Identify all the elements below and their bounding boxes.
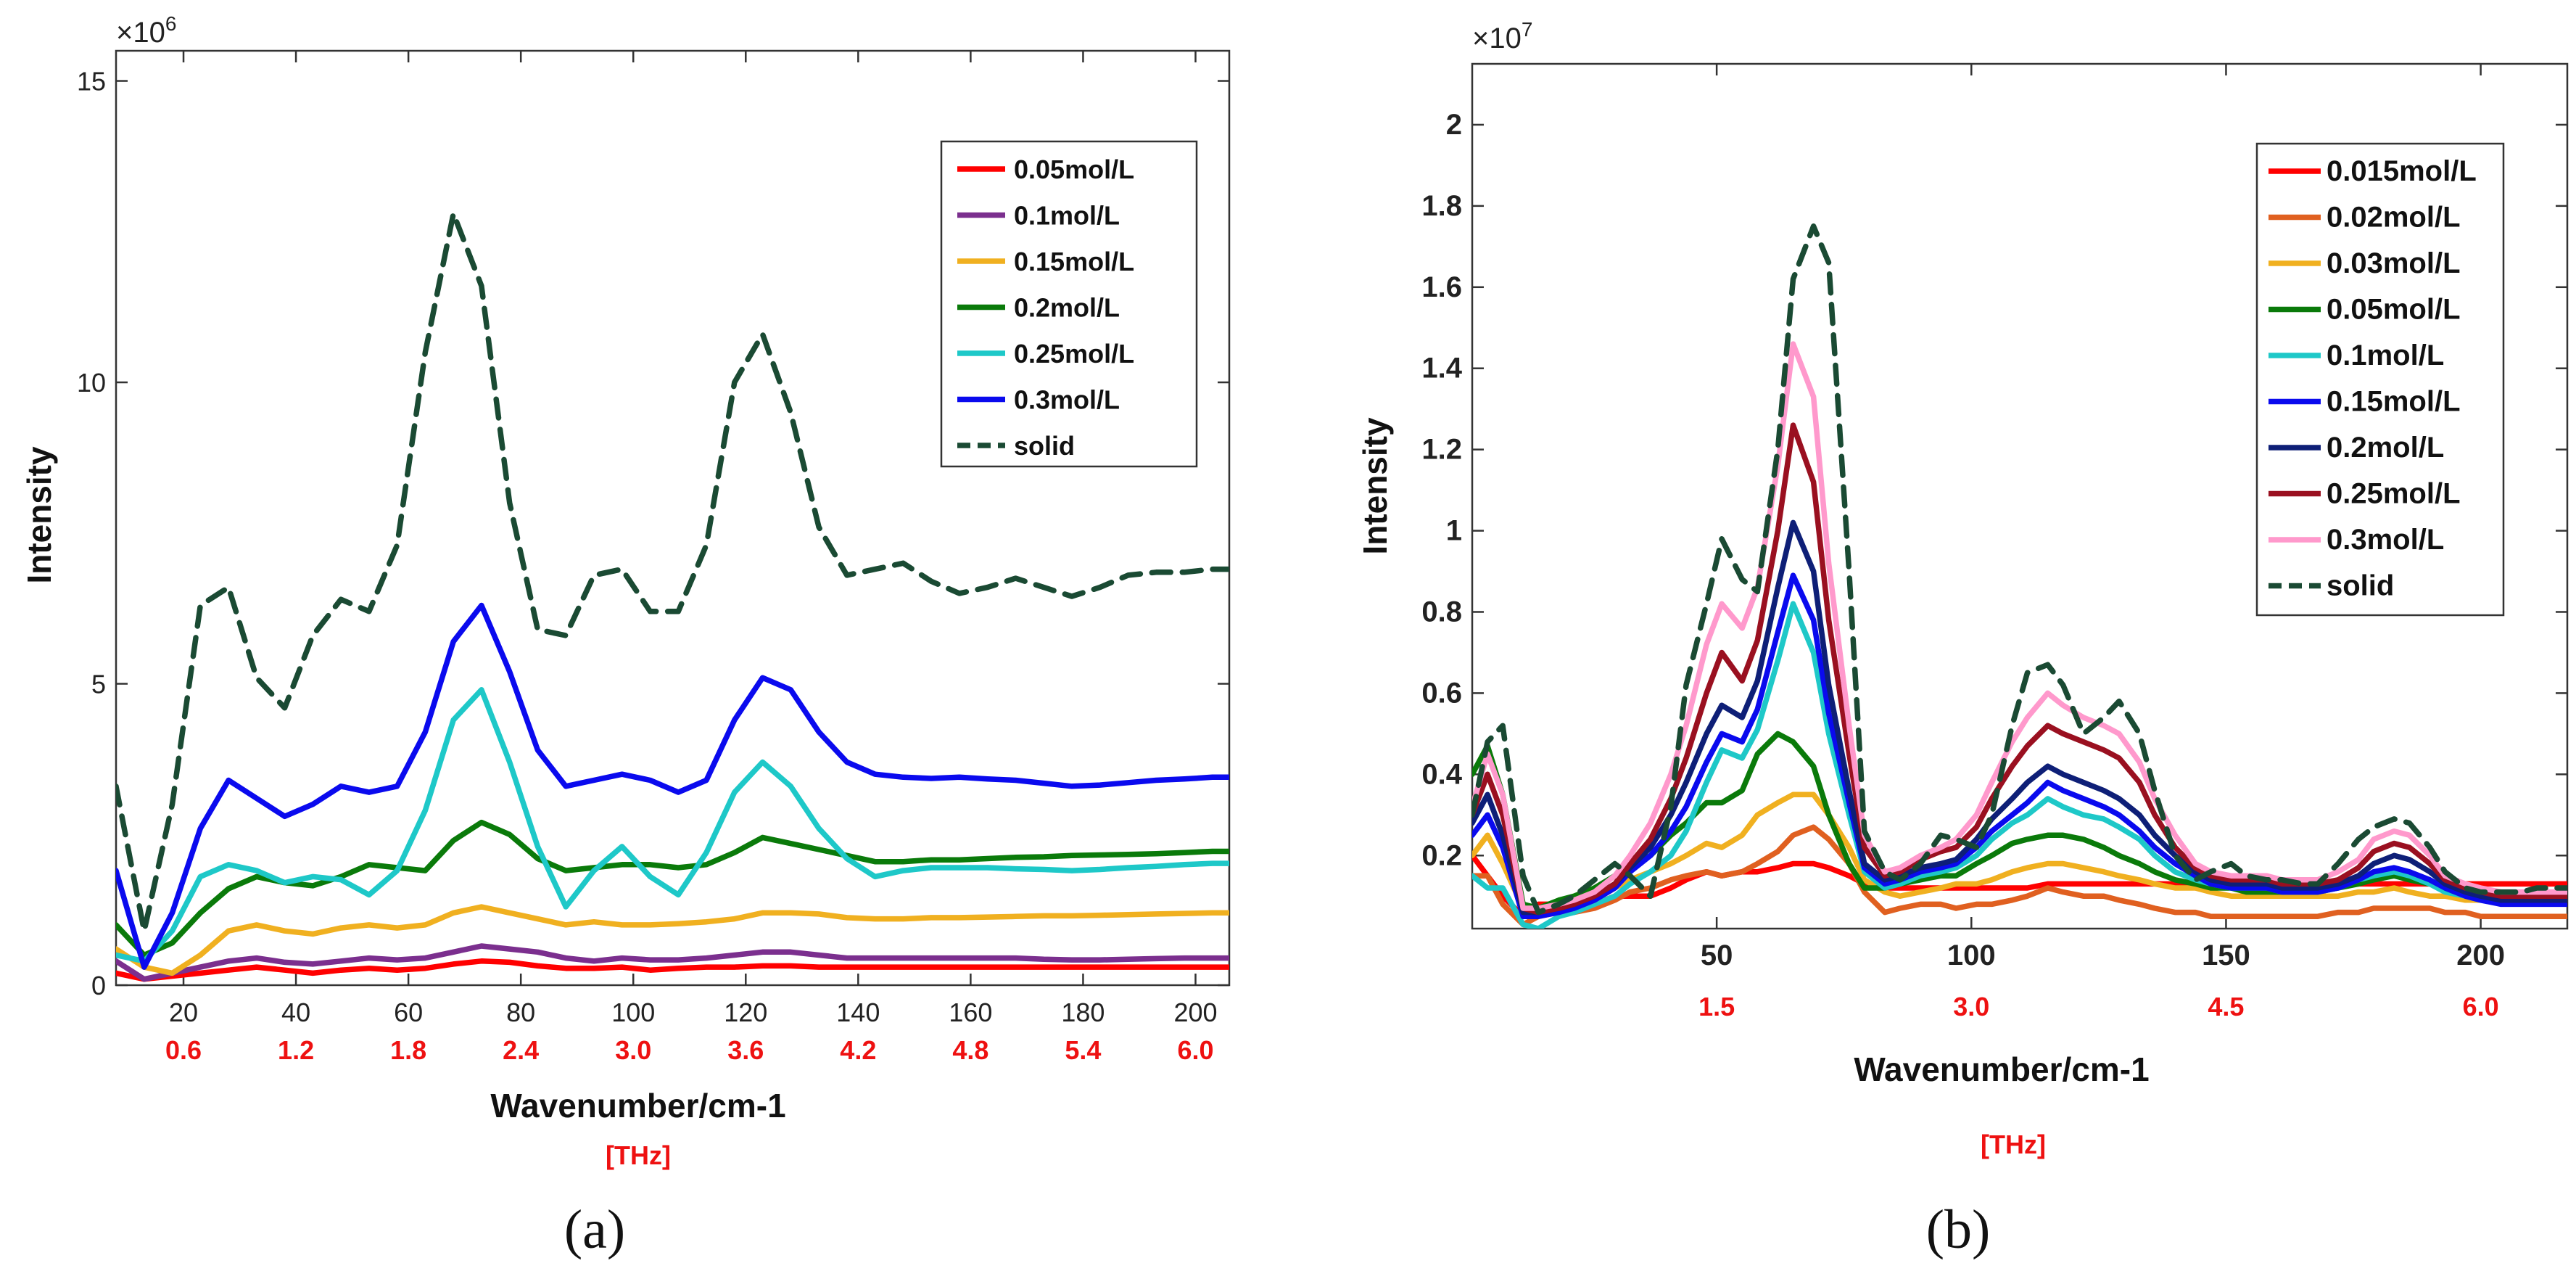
x-tick-label: 100 — [611, 998, 655, 1027]
x-tick-label: 200 — [2456, 939, 2505, 971]
legend-label: 0.3mol/L — [1014, 385, 1120, 415]
legend-label: 0.05mol/L — [1014, 155, 1134, 184]
panel-caption: (b) — [1926, 1199, 1991, 1260]
x-tick-label: 100 — [1947, 939, 1996, 971]
y-tick-label: 15 — [77, 67, 106, 96]
y-multiplier-exp: 7 — [1522, 18, 1533, 41]
legend-label: 0.3mol/L — [2327, 524, 2444, 556]
x-tick-label: 120 — [724, 998, 767, 1027]
legend-box — [940, 140, 1198, 468]
legend-label: 0.03mol/L — [2327, 247, 2461, 279]
series-line-0-25mol-l — [116, 687, 1229, 964]
series-group — [1472, 223, 2567, 929]
x-axis-label: Wavenumber/cm-1 — [490, 1087, 785, 1124]
legend-label: 0.02mol/L — [2327, 202, 2461, 234]
thz-tick-label: 6.0 — [2463, 992, 2499, 1021]
series-line-solid — [116, 210, 1229, 934]
legend-label: 0.2mol/L — [2327, 432, 2444, 464]
y-tick-label: 1 — [1446, 515, 1462, 547]
y-axis-label: Intensity — [20, 446, 58, 584]
thz-tick-label: 0.6 — [165, 1035, 202, 1065]
series-line-0-3mol-l — [1472, 341, 2567, 911]
y-tick-label: 1.8 — [1421, 190, 1462, 222]
series-line-0-015mol-l — [1472, 852, 2567, 919]
series-line-0-2mol-l — [116, 819, 1229, 958]
legend-label: 0.25mol/L — [1014, 339, 1134, 369]
series-line-solid — [1472, 223, 2567, 916]
panel-caption: (a) — [564, 1199, 625, 1260]
thz-tick-label: 3.0 — [615, 1035, 651, 1065]
y-tick-label: 0.8 — [1421, 596, 1462, 628]
series-line-0-15mol-l — [1472, 572, 2567, 919]
y-tick-label: 10 — [77, 368, 106, 398]
x-tick-label: 160 — [949, 998, 992, 1027]
y-tick-label: 1.2 — [1421, 434, 1462, 466]
y-tick-label: 5 — [91, 670, 106, 699]
y-multiplier: ×106 — [116, 12, 176, 49]
series-line-0-25mol-l — [1472, 422, 2567, 916]
y-tick-label: 1.6 — [1421, 271, 1462, 303]
legend-label: 0.015mol/L — [2327, 155, 2477, 187]
legend-label: solid — [1014, 431, 1075, 461]
legend-label: 0.2mol/L — [1014, 293, 1120, 323]
x-tick-label: 40 — [281, 998, 310, 1027]
legend-box — [2255, 142, 2505, 617]
chart-a: 200.6401.2601.8802.41003.01203.61404.216… — [20, 12, 1231, 1260]
y-tick-label: 0.4 — [1421, 758, 1462, 790]
legend-label: 0.15mol/L — [1014, 247, 1134, 276]
chart-b: 50 1.5 100 3.0 150 4.5 200 6.0 0.2 0.4 0.6 0.8 1 1.2 1… — [1356, 18, 2569, 1260]
y-tick-label: 0.2 — [1421, 839, 1462, 871]
legend-label: 0.25mol/L — [2327, 478, 2461, 510]
thz-tick-label: 1.8 — [390, 1035, 426, 1065]
thz-tick-label: 4.5 — [2208, 992, 2244, 1021]
thz-axis-label: [THz] — [606, 1140, 671, 1170]
series-line-0-3mol-l — [116, 602, 1229, 970]
legend-label: 0.1mol/L — [2327, 340, 2444, 371]
y-tick-label: 1.4 — [1421, 353, 1462, 384]
y-multiplier-exp: 6 — [165, 12, 177, 35]
thz-tick-label: 2.4 — [503, 1035, 539, 1065]
series-line-0-1mol-l — [1472, 601, 2567, 929]
thz-tick-label: 3.0 — [1953, 992, 1989, 1021]
x-tick-label: 180 — [1061, 998, 1105, 1027]
legend: 0.05mol/L 0.1mol/L 0.15mol/L 0.2mol/L 0.25mo… — [940, 140, 1198, 468]
x-axis-label: Wavenumber/cm-1 — [1854, 1050, 2149, 1088]
thz-tick-label: 4.2 — [840, 1035, 876, 1065]
x-tick-label: 140 — [836, 998, 880, 1027]
thz-tick-label: 4.8 — [952, 1035, 988, 1065]
thz-axis-label: [THz] — [1981, 1130, 2046, 1159]
thz-tick-label: 5.4 — [1065, 1035, 1101, 1065]
x-tick-label: 200 — [1173, 998, 1217, 1027]
series-line-0-2mol-l — [1472, 519, 2567, 916]
y-tick-label: 2 — [1446, 109, 1462, 141]
legend-label: 0.15mol/L — [2327, 386, 2461, 418]
x-tick-label: 50 — [1701, 939, 1733, 971]
thz-tick-label: 3.6 — [727, 1035, 764, 1065]
legend: 0.015mol/L 0.02mol/L 0.03mol/L 0.05mol/L 0.1… — [2255, 142, 2505, 617]
plot-frame — [115, 49, 1231, 987]
x-tick-label: 150 — [2202, 939, 2250, 971]
y-tick-label: 0.6 — [1421, 677, 1462, 709]
series-line-0-05mol-l — [116, 958, 1229, 982]
thz-tick-label: 6.0 — [1177, 1035, 1213, 1065]
series-group — [116, 210, 1229, 982]
x-tick-label: 80 — [506, 998, 535, 1027]
thz-tick-label: 1.2 — [278, 1035, 314, 1065]
legend-label: solid — [2327, 570, 2394, 602]
plot-frame — [1471, 62, 2569, 930]
series-line-0-1mol-l — [116, 943, 1229, 982]
series-line-0-15mol-l — [116, 904, 1229, 976]
y-multiplier: ×107 — [1472, 18, 1532, 54]
legend-label: 0.1mol/L — [1014, 201, 1120, 231]
y-tick-label: 0 — [91, 971, 106, 1000]
x-tick-label: 20 — [169, 998, 198, 1027]
thz-tick-label: 1.5 — [1698, 992, 1735, 1021]
legend-label: 0.05mol/L — [2327, 294, 2461, 326]
y-axis-label: Intensity — [1356, 417, 1394, 555]
x-tick-label: 60 — [394, 998, 423, 1027]
